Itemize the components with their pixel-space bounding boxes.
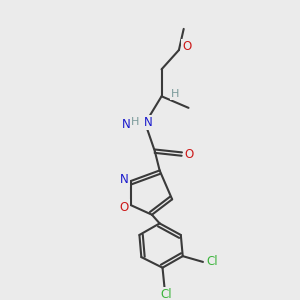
- Text: O: O: [182, 40, 191, 53]
- Text: Cl: Cl: [160, 288, 172, 300]
- Text: H: H: [133, 120, 142, 130]
- Text: O: O: [119, 200, 129, 214]
- Text: O: O: [185, 148, 194, 160]
- Text: H: H: [171, 89, 179, 99]
- Text: H: H: [131, 117, 140, 127]
- Text: N: N: [122, 118, 130, 131]
- Text: N: N: [120, 172, 128, 186]
- Text: N: N: [144, 116, 152, 129]
- Text: Cl: Cl: [207, 255, 218, 268]
